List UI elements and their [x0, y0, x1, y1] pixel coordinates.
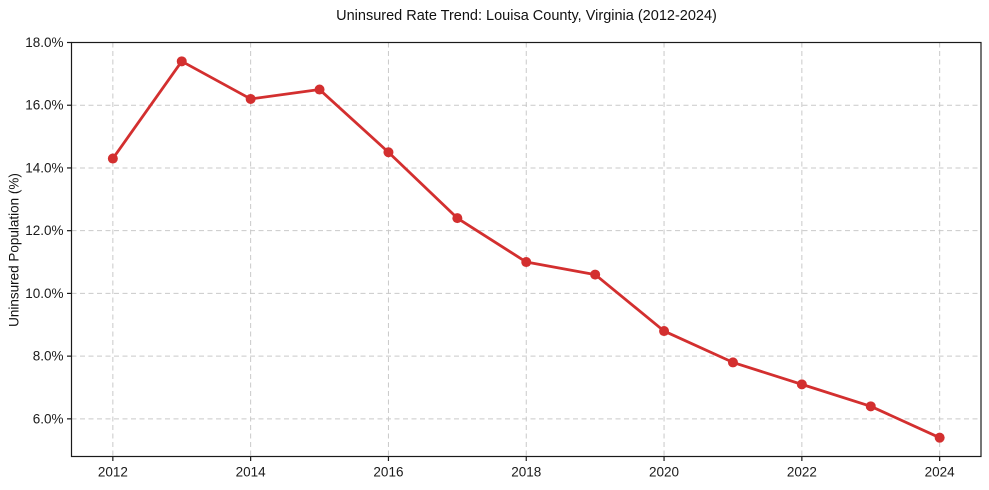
data-point-2018	[521, 257, 532, 268]
data-point-2024	[934, 432, 945, 443]
x-tick-label: 2018	[511, 465, 541, 480]
data-point-2012	[107, 153, 118, 164]
data-point-2019	[590, 269, 601, 280]
data-point-2021	[727, 357, 738, 368]
plot-border	[70, 41, 982, 458]
y-tick-label: 14.0%	[25, 160, 63, 175]
x-tick-label: 2024	[925, 465, 956, 480]
y-tick-label: 18.0%	[25, 35, 63, 50]
chart-title: Uninsured Rate Trend: Louisa County, Vir…	[336, 8, 717, 24]
data-point-2014	[245, 93, 256, 104]
data-point-2013	[176, 56, 187, 67]
y-tick-label: 10.0%	[25, 286, 63, 301]
data-point-2020	[659, 326, 670, 337]
x-tick-label: 2016	[373, 465, 403, 480]
y-tick-label: 16.0%	[25, 98, 63, 113]
y-tick-label: 8.0%	[33, 349, 64, 364]
x-tick-label: 2014	[236, 465, 267, 480]
data-point-2016	[383, 147, 394, 158]
x-tick-label: 2020	[649, 465, 679, 480]
data-point-2015	[314, 84, 325, 95]
x-tick-label: 2022	[787, 465, 817, 480]
x-tick-label: 2012	[98, 465, 128, 480]
y-tick-label: 12.0%	[25, 223, 63, 238]
data-point-2022	[796, 379, 807, 390]
data-point-2017	[452, 213, 463, 224]
data-point-2023	[865, 401, 876, 412]
y-tick-label: 6.0%	[33, 411, 64, 426]
